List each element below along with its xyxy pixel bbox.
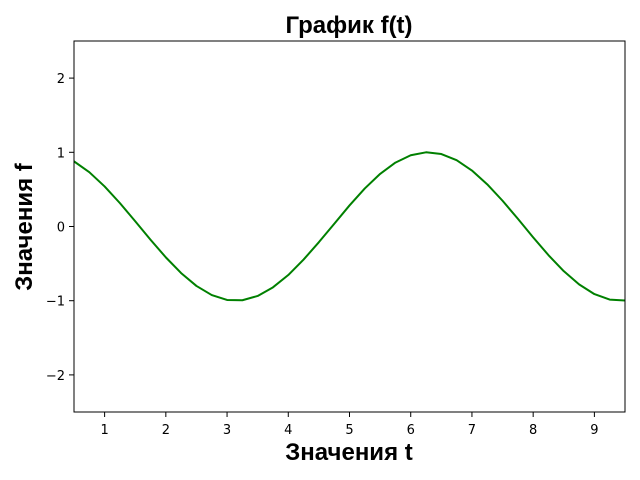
x-tick-label: 6	[407, 423, 415, 438]
x-tick-label: 2	[162, 423, 170, 438]
x-tick-label: 3	[223, 423, 231, 438]
x-tick-label: 9	[590, 423, 598, 438]
x-axis-label: Значения t	[285, 439, 412, 466]
x-tick-label: 5	[345, 423, 353, 438]
series-line-1	[74, 151, 625, 302]
x-tick-label: 8	[529, 423, 537, 438]
plot-frame	[73, 40, 626, 413]
axes-layer: 1 2 3 4 5 6 7 8 9 −2 −1 0 1 2	[46, 40, 626, 438]
chart-title: График f(t)	[285, 12, 412, 39]
y-tick-label: 2	[57, 72, 65, 87]
x-tick-label: 1	[100, 423, 108, 438]
y-tick-label: 0	[57, 221, 65, 236]
y-tick-label: −1	[46, 295, 65, 310]
y-tick-label: −2	[46, 369, 65, 384]
y-axis-label: Значения f	[11, 162, 38, 290]
x-tick-label: 4	[284, 423, 292, 438]
series-layer	[74, 151, 625, 302]
x-tick-label: 7	[468, 423, 476, 438]
y-tick-label: 1	[57, 146, 65, 161]
